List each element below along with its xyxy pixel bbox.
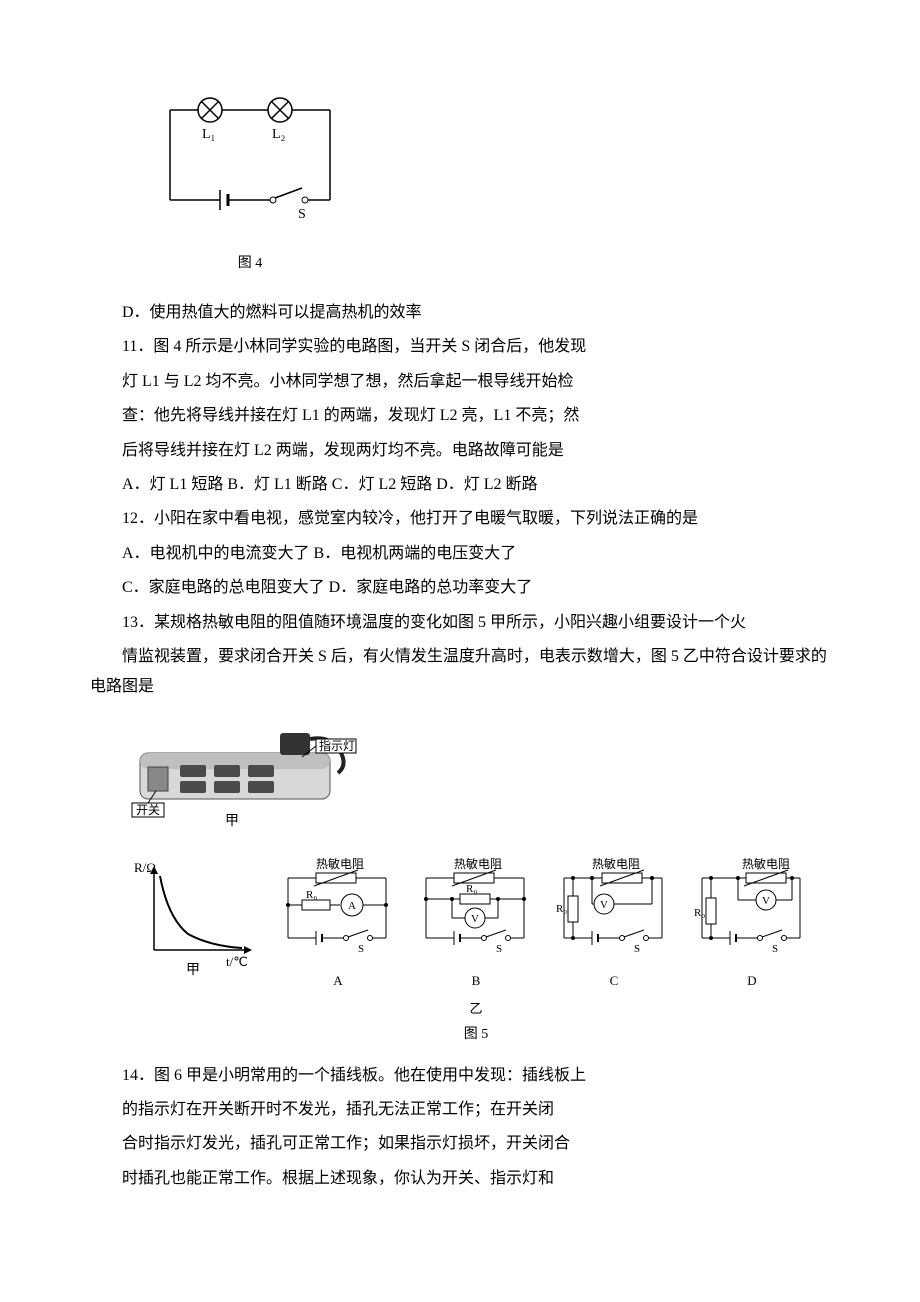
svg-text:V: V <box>762 895 770 907</box>
rt-chart: R/Ω t/℃ 甲 <box>130 858 260 989</box>
thermistor-label-d: 热敏电阻 <box>742 858 790 871</box>
circuit-d: 热敏电阻 V R₀ <box>692 858 812 993</box>
q11-line3: 查：他先将导线并接在灯 L1 的两端，发现灯 L2 亮，L1 不亮；然 <box>90 401 830 431</box>
circuit-b: 热敏电阻 R₀ V <box>416 858 536 1049</box>
q14-line1: 14．图 6 甲是小明常用的一个插线板。他在使用中发现：插线板上 <box>90 1061 830 1091</box>
s-a: S <box>358 943 364 955</box>
switch-label: 开关 <box>136 803 160 817</box>
x-axis-label: t/℃ <box>226 954 248 969</box>
q14-line4: 时插孔也能正常工作。根据上述现象，你认为开关、指示灯和 <box>90 1164 830 1194</box>
figure-4-caption: 图 4 <box>150 251 350 278</box>
power-strip-figure: 指示灯 开关 甲 <box>130 715 830 846</box>
circuit-b-label: B <box>416 969 536 994</box>
q11-line1: 11．图 4 所示是小林同学实验的电路图，当开关 S 闭合后，他发现 <box>90 332 830 362</box>
q13-line2: 情监视装置，要求闭合开关 S 后，有火情发生温度升高时，电表示数增大，图 5 乙… <box>90 642 830 703</box>
chart-caption: 甲 <box>186 963 200 978</box>
strip-caption: 甲 <box>225 814 239 829</box>
circuit-a-label: A <box>278 969 398 994</box>
q14-line2: 的指示灯在开关断开时不发光，插孔无法正常工作；在开关闭 <box>90 1095 830 1125</box>
svg-text:V: V <box>471 913 479 925</box>
s-d: S <box>772 943 778 955</box>
thermistor-label-a: 热敏电阻 <box>316 858 364 871</box>
svg-text:V: V <box>600 899 608 911</box>
s-c: S <box>634 943 640 955</box>
label-l2: L₂ <box>272 127 286 142</box>
figure-4: L₁ L₂ S 图 4 <box>150 90 830 278</box>
circuit-diagram-4: L₁ L₂ S <box>150 90 350 240</box>
figure-5-caption: 图 5 <box>416 1022 536 1049</box>
thermistor-label-b: 热敏电阻 <box>454 858 502 871</box>
q13-line1: 13．某规格热敏电阻的阻值随环境温度的变化如图 5 甲所示，小阳兴趣小组要设计一… <box>90 608 830 638</box>
power-strip-svg: 指示灯 开关 甲 <box>130 715 360 835</box>
figure-5-group: R/Ω t/℃ 甲 热敏电阻 R₀ A <box>130 858 790 1049</box>
label-l1: L₁ <box>202 127 215 142</box>
r0-a: R₀ <box>306 889 317 901</box>
q10-option-d: D．使用热值大的燃料可以提高热机的效率 <box>90 298 830 328</box>
q12-line1: 12．小阳在家中看电视，感觉室内较冷，他打开了电暖气取暖，下列说法正确的是 <box>90 504 830 534</box>
q12-options1: A．电视机中的电流变大了 B．电视机两端的电压变大了 <box>90 539 830 569</box>
indicator-label: 指示灯 <box>319 738 355 753</box>
r0-d: R₀ <box>694 907 705 919</box>
group-yi: 乙 <box>416 997 536 1022</box>
q12-options2: C．家庭电路的总电阻变大了 D．家庭电路的总功率变大了 <box>90 573 830 603</box>
circuit-a: 热敏电阻 R₀ A S <box>278 858 398 993</box>
r0-c: R₀ <box>556 903 567 915</box>
label-s: S <box>298 207 306 222</box>
q11-line4: 后将导线并接在灯 L2 两端，发现两灯均不亮。电路故障可能是 <box>90 436 830 466</box>
s-b: S <box>496 943 502 955</box>
q11-options: A．灯 L1 短路 B．灯 L1 断路 C．灯 L2 短路 D．灯 L2 断路 <box>90 470 830 500</box>
circuit-c-label: C <box>554 969 674 994</box>
circuit-d-label: D <box>692 969 812 994</box>
thermistor-label-c: 热敏电阻 <box>592 858 640 871</box>
y-axis-label: R/Ω <box>134 860 156 875</box>
q14-line3: 合时指示灯发光，插孔可正常工作；如果指示灯损坏，开关闭合 <box>90 1129 830 1159</box>
svg-text:A: A <box>348 900 356 912</box>
q11-line2: 灯 L1 与 L2 均不亮。小林同学想了想，然后拿起一根导线开始检 <box>90 367 830 397</box>
circuit-c: 热敏电阻 R₀ V <box>554 858 674 993</box>
r0-b: R₀ <box>466 883 477 895</box>
